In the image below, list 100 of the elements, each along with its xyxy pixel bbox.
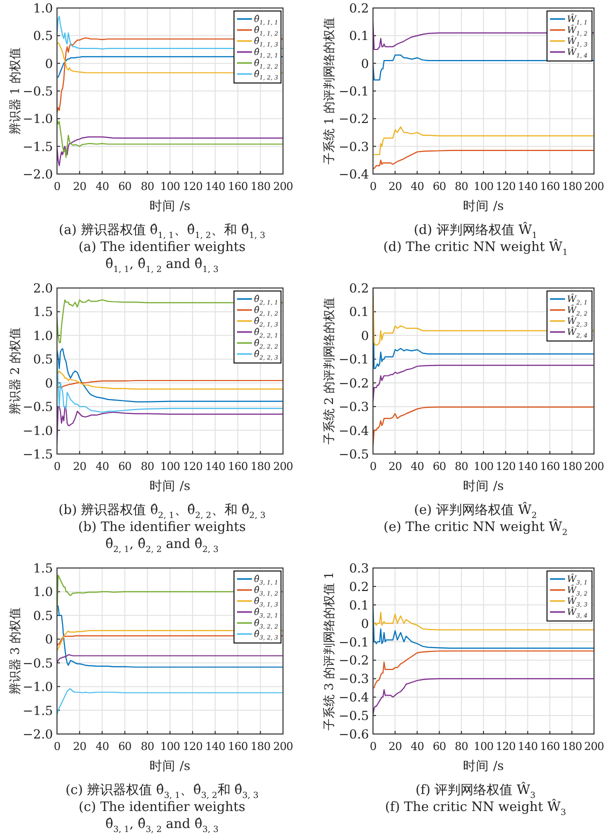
y-tick-label: 2.0 bbox=[33, 280, 54, 296]
y-tick-label: −0.6 bbox=[338, 726, 370, 742]
legend-label: θ̂$_{1, 2, 3}$ bbox=[254, 69, 278, 82]
y-tick-label: −0.3 bbox=[338, 399, 370, 414]
y-tick-label: −0.1 bbox=[338, 84, 369, 98]
y-tick-label: −0.5 bbox=[22, 399, 53, 414]
y-tick-label: −0.2 bbox=[338, 111, 369, 126]
x-tick-label: 180 bbox=[562, 740, 582, 753]
x-tick-label: 200 bbox=[273, 740, 294, 753]
x-tick-label: 100 bbox=[160, 460, 180, 473]
x-tick-label: 40 bbox=[410, 740, 424, 753]
x-tick-label: 200 bbox=[584, 180, 604, 193]
x-tick-label: 160 bbox=[540, 740, 560, 753]
x-tick-label: 120 bbox=[496, 740, 516, 753]
legend-label: θ̂$_{1, 1, 3}$ bbox=[254, 36, 278, 49]
y-tick-label: −2.0 bbox=[22, 166, 54, 182]
y-tick-label: −0.1 bbox=[338, 634, 369, 650]
legend-label: θ̂$_{2, 1, 1}$ bbox=[254, 294, 278, 307]
legend-label: θ̂$_{3, 1, 3}$ bbox=[254, 596, 278, 609]
line-series bbox=[58, 370, 283, 390]
text: (c) The identifier weights bbox=[78, 800, 246, 815]
x-tick-label: 80 bbox=[454, 460, 468, 473]
x-axis-title: 时间 /s bbox=[463, 478, 504, 493]
legend-label: θ̂$_{2, 2, 2}$ bbox=[254, 338, 278, 351]
legend-label: θ̂$_{1, 2, 1}$ bbox=[254, 47, 278, 60]
x-tick-label: 120 bbox=[182, 740, 203, 753]
y-tick-label: 0.2 bbox=[349, 0, 369, 16]
x-tick-label: 160 bbox=[540, 180, 560, 193]
line-series bbox=[57, 654, 283, 664]
y-tick-label: −0.5 bbox=[338, 446, 369, 462]
y-tick-label: −1.0 bbox=[22, 422, 54, 438]
text: (d) 评判网络权值 Ŵ$_{1}$ bbox=[414, 221, 538, 241]
y-axis-title: 子系统 2 的评判网络的权值 bbox=[322, 297, 336, 445]
line-series bbox=[374, 126, 594, 156]
y-tick-label: −0.5 bbox=[22, 655, 53, 670]
x-axis-title: 时间 /s bbox=[150, 478, 190, 493]
y-tick-label: −2.0 bbox=[22, 726, 54, 742]
x-tick-label: 60 bbox=[432, 180, 446, 193]
x-tick-label: 180 bbox=[562, 460, 582, 473]
x-tick-label: 160 bbox=[228, 740, 248, 753]
x-tick-label: 100 bbox=[474, 180, 494, 193]
x-tick-label: 100 bbox=[474, 740, 494, 753]
legend-label: θ̂$_{2, 2, 3}$ bbox=[254, 349, 278, 362]
text: (f) 评判网络权值 Ŵ$_{3}$ bbox=[415, 781, 536, 801]
legend-label: θ̂$_{1, 2, 2}$ bbox=[254, 58, 278, 71]
x-tick-label: 80 bbox=[140, 180, 154, 193]
x-tick-label: 140 bbox=[518, 180, 538, 193]
y-tick-label: 0 bbox=[361, 328, 370, 343]
y-tick-label: 0.3 bbox=[349, 560, 370, 576]
x-tick-label: 40 bbox=[96, 180, 110, 193]
x-axis-title: 时间 /s bbox=[150, 758, 190, 773]
text: θ̂$_{1, 1}$, θ̂$_{1, 2}$ and θ̂$_{1, 3}$ bbox=[105, 257, 219, 275]
x-tick-label: 20 bbox=[73, 740, 87, 753]
text: (d) The critic NN weight Ŵ$_{1}$ bbox=[383, 238, 568, 258]
y-tick-label: −1.5 bbox=[22, 446, 53, 462]
legend-label: θ̂$_{3, 2, 1}$ bbox=[254, 607, 278, 620]
x-tick-label: 200 bbox=[273, 180, 294, 193]
y-tick-label: 0.1 bbox=[349, 304, 369, 320]
y-tick-label: −1.5 bbox=[22, 702, 53, 718]
y-tick-label: 1.0 bbox=[33, 584, 54, 600]
text: (b) 辨识器权值 θ̂$_{2, 1}$、θ̂$_{2, 2}$、和 θ̂$_{2, 3}$ bbox=[58, 503, 266, 521]
legend-label: θ̂$_{2, 1, 3}$ bbox=[254, 316, 278, 329]
y-tick-label: 0 bbox=[45, 375, 54, 390]
text: (f) The critic NN weight Ŵ$_{3}$ bbox=[384, 798, 566, 818]
y-tick-label: −0.2 bbox=[338, 375, 369, 390]
y-tick-label: 0.2 bbox=[349, 578, 369, 594]
x-tick-label: 60 bbox=[118, 180, 132, 193]
y-tick-label: 0.2 bbox=[349, 280, 369, 296]
text: (b) The identifier weights bbox=[78, 520, 246, 535]
y-tick-label: 0.1 bbox=[349, 597, 369, 612]
y-tick-label: −0.5 bbox=[338, 708, 369, 724]
y-tick-label: 1.0 bbox=[33, 328, 54, 343]
legend-label: θ̂$_{2, 1, 2}$ bbox=[254, 305, 278, 318]
line-series bbox=[57, 380, 283, 388]
y-axis-title: 辨识器 1 的权值 bbox=[8, 47, 22, 135]
y-tick-label: −0.4 bbox=[338, 690, 370, 705]
x-tick-label: 100 bbox=[160, 740, 180, 753]
line-series bbox=[374, 650, 594, 688]
y-tick-label: 1.5 bbox=[33, 560, 53, 576]
line-series bbox=[57, 348, 283, 402]
y-tick-label: 0 bbox=[361, 616, 370, 631]
x-tick-label: 80 bbox=[140, 460, 154, 473]
y-axis-title: 辨识器 3 的权值 bbox=[8, 607, 22, 695]
x-tick-label: 40 bbox=[96, 460, 110, 473]
x-tick-label: 80 bbox=[454, 740, 468, 753]
x-tick-label: 40 bbox=[410, 460, 424, 473]
line-series bbox=[373, 150, 594, 170]
x-tick-label: 180 bbox=[250, 180, 271, 193]
y-tick-label: −0.4 bbox=[338, 166, 370, 182]
line-series bbox=[57, 688, 283, 716]
x-tick-label: 200 bbox=[584, 460, 604, 473]
text: (a) The identifier weights bbox=[78, 240, 246, 255]
x-tick-label: 180 bbox=[250, 460, 271, 473]
x-tick-label: 160 bbox=[228, 460, 248, 473]
x-tick-label: 120 bbox=[496, 180, 516, 193]
text: θ̂$_{2, 1}$, θ̂$_{2, 2}$ and θ̂$_{2, 3}$ bbox=[105, 537, 219, 555]
y-tick-label: 0.5 bbox=[33, 352, 53, 367]
x-tick-label: 140 bbox=[518, 460, 538, 473]
x-tick-label: 140 bbox=[205, 180, 226, 193]
y-tick-label: −1.0 bbox=[22, 111, 54, 126]
